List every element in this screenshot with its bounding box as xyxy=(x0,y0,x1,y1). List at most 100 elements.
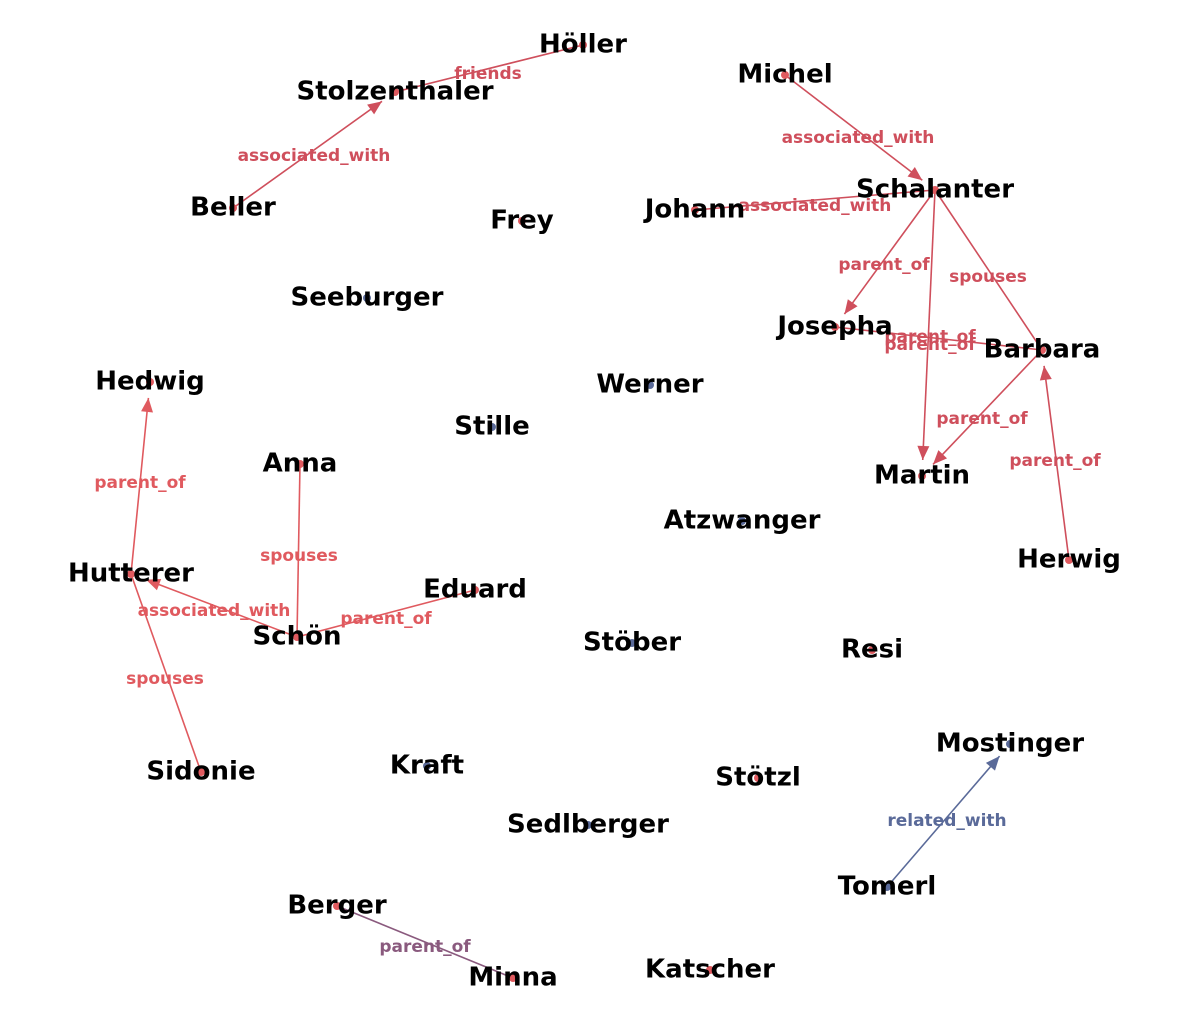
edge-josepha-barbara xyxy=(834,326,1043,351)
edge-label-schalanter-barbara: spouses xyxy=(949,267,1027,287)
edge-arrowhead-tomerl-mostinger xyxy=(985,756,1000,771)
node-dot-schon xyxy=(293,633,301,641)
node-berger[interactable]: Berger xyxy=(287,891,387,921)
node-label-josepha: Josepha xyxy=(775,312,892,342)
node-barbara[interactable]: Barbara xyxy=(984,335,1101,365)
edge-arrowhead-barbara-martin xyxy=(933,450,948,465)
node-sedlberger[interactable]: Sedlberger xyxy=(507,810,669,840)
node-seeburger[interactable]: Seeburger xyxy=(290,283,443,313)
node-dot-atzwanger xyxy=(738,517,746,525)
node-dot-stille xyxy=(488,423,496,431)
edge-arrowhead-schalanter-josepha xyxy=(844,299,858,315)
node-dot-katscher xyxy=(706,966,714,974)
node-dot-johann xyxy=(691,206,699,214)
node-label-stille: Stille xyxy=(454,412,530,442)
node-label-hedwig: Hedwig xyxy=(95,367,205,397)
edge-label-schalanter-martin: parent_of xyxy=(884,335,976,355)
node-label-barbara: Barbara xyxy=(984,335,1101,365)
node-label-schalanter: Schalanter xyxy=(856,175,1014,205)
edge-arrowhead-michel-schalanter xyxy=(907,166,923,181)
node-label-mostinger: Mostinger xyxy=(936,729,1084,759)
node-dot-sedlberger xyxy=(584,821,592,829)
node-dot-schalanter xyxy=(931,186,939,194)
edge-label-beller-stolzenthaler: associated_with xyxy=(238,146,391,166)
node-label-stotzl: Stötzl xyxy=(715,763,801,793)
node-label-herwig: Herwig xyxy=(1017,545,1121,575)
node-johann[interactable]: Johann xyxy=(643,195,746,225)
node-kraft[interactable]: Kraft xyxy=(390,751,464,781)
node-stober[interactable]: Stöber xyxy=(583,628,681,658)
node-dot-holler xyxy=(579,41,587,49)
node-label-sidonie: Sidonie xyxy=(146,757,255,787)
node-resi[interactable]: Resi xyxy=(841,635,903,665)
node-dot-josepha xyxy=(831,323,839,331)
node-dot-tomerl xyxy=(883,883,891,891)
node-dot-mostinger xyxy=(1006,740,1014,748)
node-stotzl[interactable]: Stötzl xyxy=(715,763,801,793)
node-michel[interactable]: Michel xyxy=(737,60,832,90)
node-josepha[interactable]: Josepha xyxy=(775,312,892,342)
edge-label-barbara-martin: parent_of xyxy=(936,409,1028,429)
node-dot-hutterer xyxy=(127,570,135,578)
node-label-minna: Minna xyxy=(468,963,557,993)
edge-beller-stolzenthaler xyxy=(232,100,383,209)
node-katscher[interactable]: Katscher xyxy=(645,955,775,985)
edge-stolzenthaler-holler xyxy=(394,44,584,93)
node-schalanter[interactable]: Schalanter xyxy=(856,175,1014,205)
edge-label-stolzenthaler-holler: friends xyxy=(454,64,522,84)
edge-arrowhead-hutterer-hedwig xyxy=(141,397,154,413)
nodes-layer: Höller Stolzenthaler Michel Beller Frey Johan… xyxy=(68,30,1121,993)
node-label-anna: Anna xyxy=(263,449,338,479)
node-frey[interactable]: Frey xyxy=(490,206,554,236)
node-anna[interactable]: Anna xyxy=(263,449,338,479)
edges-layer xyxy=(130,44,1070,979)
node-tomerl[interactable]: Tomerl xyxy=(838,872,937,902)
node-atzwanger[interactable]: Atzwanger xyxy=(664,506,821,536)
edge-label-schon-eduard: parent_of xyxy=(340,609,432,629)
node-beller[interactable]: Beller xyxy=(190,193,276,223)
node-schon[interactable]: Schön xyxy=(252,622,341,652)
edge-hutterer-hedwig xyxy=(130,397,150,575)
edge-arrowhead-schon-hutterer xyxy=(145,579,162,591)
edge-barbara-martin xyxy=(932,349,1043,465)
node-hutterer[interactable]: Hutterer xyxy=(68,559,194,589)
node-dot-barbara xyxy=(1038,346,1046,354)
node-dot-resi xyxy=(868,646,876,654)
node-holler[interactable]: Höller xyxy=(539,30,627,60)
edge-label-herwig-barbara: parent_of xyxy=(1009,451,1101,471)
node-mostinger[interactable]: Mostinger xyxy=(936,729,1084,759)
node-dot-michel xyxy=(781,71,789,79)
node-dot-stober xyxy=(628,639,636,647)
node-stolzenthaler[interactable]: Stolzenthaler xyxy=(296,77,493,107)
node-label-schon: Schön xyxy=(252,622,341,652)
node-dot-minna xyxy=(509,974,517,982)
node-minna[interactable]: Minna xyxy=(468,963,557,993)
edge-berger-minna xyxy=(336,905,514,979)
node-dot-stolzenthaler xyxy=(391,88,399,96)
node-stille[interactable]: Stille xyxy=(454,412,530,442)
node-label-frey: Frey xyxy=(490,206,554,236)
edge-arrowhead-beller-stolzenthaler xyxy=(367,101,382,115)
node-dot-frey xyxy=(518,217,526,225)
node-martin[interactable]: Martin xyxy=(874,461,970,491)
node-sidonie[interactable]: Sidonie xyxy=(146,757,255,787)
edge-herwig-barbara xyxy=(1043,365,1070,561)
node-eduard[interactable]: Eduard xyxy=(423,575,527,605)
edge-label-berger-minna: parent_of xyxy=(379,937,471,957)
node-hedwig[interactable]: Hedwig xyxy=(95,367,205,397)
node-label-katscher: Katscher xyxy=(645,955,775,985)
node-herwig[interactable]: Herwig xyxy=(1017,545,1121,575)
node-dot-eduard xyxy=(471,586,479,594)
node-dot-stotzl xyxy=(754,774,762,782)
node-werner[interactable]: Werner xyxy=(596,370,703,400)
edge-schon-eduard xyxy=(296,589,476,638)
node-label-martin: Martin xyxy=(874,461,970,491)
edge-label-josepha-barbara: parent_of xyxy=(884,327,976,347)
edge-sidonie-hutterer xyxy=(130,573,202,773)
node-dot-hedwig xyxy=(146,378,154,386)
node-label-seeburger: Seeburger xyxy=(290,283,443,313)
node-dot-anna xyxy=(296,460,304,468)
edge-arrowhead-herwig-barbara xyxy=(1039,365,1052,381)
